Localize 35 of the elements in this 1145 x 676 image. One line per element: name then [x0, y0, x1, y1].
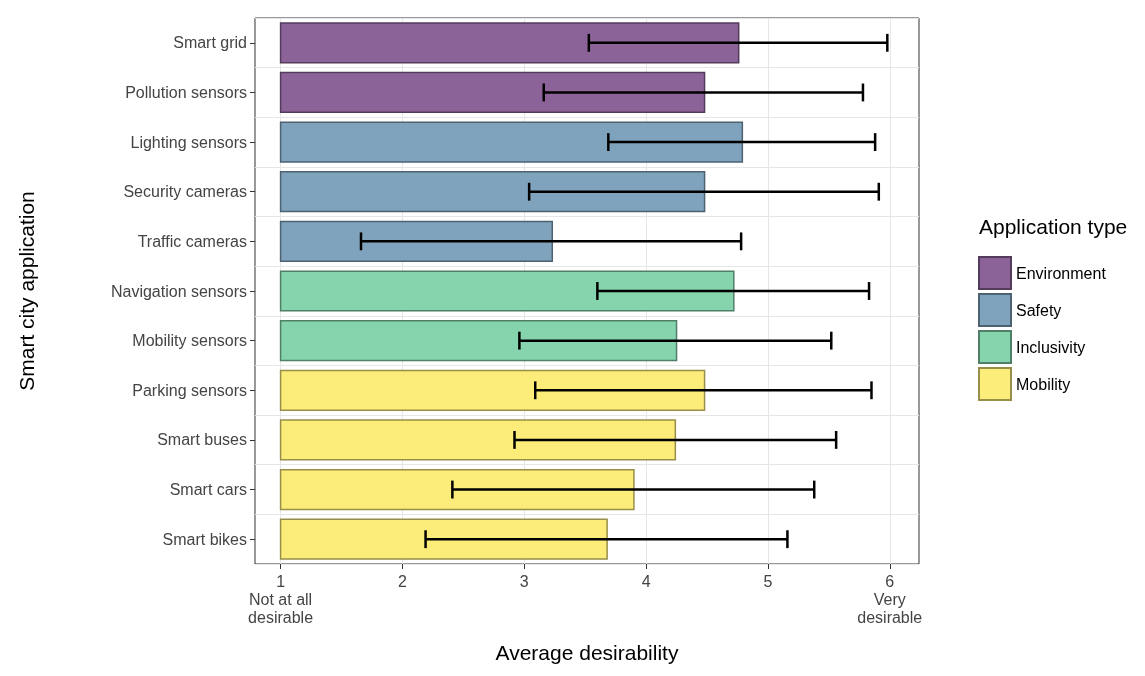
bar	[279, 121, 744, 163]
bar	[279, 468, 635, 511]
x-axis-title: Average desirability	[495, 641, 679, 664]
x-tick-label: 1 Not at all desirable	[248, 572, 314, 626]
y-tick-label: Smart grid	[173, 34, 247, 52]
bar	[279, 71, 706, 114]
x-tick-label: 2	[397, 572, 407, 590]
y-tick-label: Security cameras	[123, 183, 247, 201]
y-tick-label: Smart bikes	[162, 530, 247, 548]
bar	[279, 220, 554, 262]
bar	[279, 22, 740, 64]
bar	[279, 369, 706, 411]
y-tick-label: Mobility sensors	[132, 332, 247, 350]
legend-label: Environment	[1016, 264, 1107, 282]
legend-label: Safety	[1016, 301, 1062, 319]
legend-label: Mobility	[1016, 375, 1071, 393]
y-tick-label: Traffic cameras	[137, 232, 247, 250]
y-tick-label: Navigation sensors	[110, 282, 247, 300]
bar	[279, 419, 677, 461]
x-tick-label: 3	[519, 572, 529, 590]
legend-title: Application type	[979, 215, 1128, 238]
x-tick-label: 6 Very desirable	[857, 572, 923, 626]
legend-label: Inclusivity	[1016, 338, 1086, 356]
bar	[279, 518, 608, 560]
y-tick-label: Lighting sensors	[130, 133, 247, 151]
y-tick-label: Smart buses	[157, 431, 247, 449]
y-axis-title: Smart city application	[15, 191, 38, 391]
x-tick-label: 4	[641, 572, 651, 590]
x-tick-label: 5	[763, 572, 773, 590]
y-tick-label: Parking sensors	[132, 381, 247, 399]
bar	[279, 320, 678, 362]
y-tick-label: Smart cars	[169, 481, 247, 499]
bar	[279, 171, 706, 213]
y-tick-label: Pollution sensors	[125, 83, 247, 101]
bar	[279, 270, 735, 312]
